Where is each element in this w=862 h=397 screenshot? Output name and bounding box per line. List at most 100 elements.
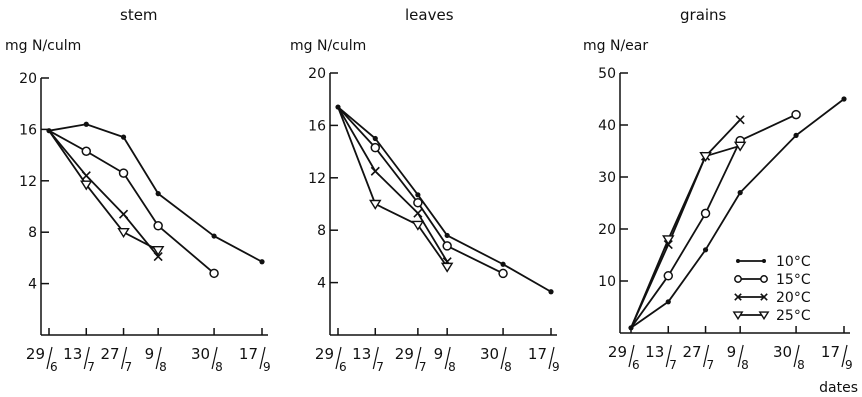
x-tick-slash [259,346,266,370]
x-tick-slash [841,344,848,368]
x-tick-slash [415,346,422,370]
x-tick-month: 8 [448,360,456,374]
data-point [413,197,423,208]
y-tick-label: 8 [28,225,37,241]
y-tick-label: 16 [308,118,326,134]
x-tick-label: 17 9 [239,345,271,374]
data-point [153,221,163,231]
x-tick-month: 8 [504,360,512,374]
x-tick-slash [500,346,507,370]
data-point [700,208,711,219]
x-tick-month: 9 [845,358,853,372]
x-tick-slash [155,346,162,370]
x-tick-slash [211,346,218,370]
data-point [734,293,742,301]
data-point [737,190,743,196]
x-tick-day: 13 [645,343,664,361]
y-tick-label: 4 [28,277,37,293]
y-tick-label: 20 [308,66,326,82]
x-tick-month: 8 [741,358,749,372]
data-point [81,171,91,181]
series-line [630,119,741,329]
series-0 [335,104,554,295]
data-point [733,141,747,152]
x-tick-day: 13 [352,345,371,363]
y-tick-label: 12 [308,171,326,187]
x-tick-day: 9 [434,345,444,363]
data-point [662,235,675,246]
cross-stroke [118,209,129,219]
data-point [80,180,93,191]
data-point [498,268,508,279]
series-3 [630,141,747,329]
legend: 10°C 15°C 20°C 25°C [732,254,811,324]
panel-title: leaves [405,6,454,24]
data-point [736,259,740,263]
y-tick-label: 50 [598,66,616,82]
y-tick-label: 40 [598,118,616,134]
x-tick-label: 98 [727,343,749,372]
x-tick-month: 7 [707,358,715,372]
x-tick-slash [737,344,744,368]
x-tick-month: 9 [263,360,271,374]
x-axis-label: dates [819,380,858,396]
series-3 [337,106,454,273]
series-line [48,123,263,263]
data-point [734,275,742,283]
series-0 [628,96,847,331]
x-tick-month: 6 [339,360,347,374]
x-tick-month: 7 [669,358,677,372]
series-line [337,106,504,275]
x-tick-label: 29 7 [395,345,427,374]
x-tick-day: 27 [100,345,119,363]
series-1 [337,106,508,279]
data-point [444,232,450,239]
data-point [120,134,127,140]
x-tick-day: 29 [26,345,45,363]
data-point [83,121,89,127]
data-point [153,252,163,262]
x-tick-month: 8 [797,358,805,372]
x-tick-month: 7 [125,360,133,374]
x-tick-month: 8 [215,360,223,374]
legend-item: 15°C [734,272,811,288]
series-line [630,144,741,329]
data-point [370,142,381,153]
data-point [369,199,382,210]
x-tick-day: 29 [395,345,414,363]
series-0 [46,121,265,265]
data-point [791,109,801,120]
y-tick-label: 20 [598,222,616,238]
series-line [48,130,159,251]
x-tick-day: 17 [821,343,840,361]
cross-stroke [760,293,768,301]
data-point [155,191,161,197]
x-tick-slash [372,346,379,370]
data-point [411,220,425,231]
cross-stroke [370,166,380,176]
cross-stroke [734,293,742,301]
legend-label: 15°C [776,272,811,288]
data-point [413,208,423,218]
data-point [370,166,380,176]
x-tick-day: 29 [315,345,334,363]
x-tick-label: 27 7 [682,343,714,372]
x-tick-slash [548,346,555,370]
x-tick-slash [120,346,128,370]
data-point [841,96,847,102]
data-point [211,233,217,239]
x-tick-month: 9 [552,360,560,374]
data-point [259,259,265,265]
y-tick-label: 10 [598,274,616,290]
x-tick-day: 9 [145,345,155,363]
x-tick-label: 29 6 [26,345,58,374]
data-point [372,135,378,142]
legend-item: 10°C [736,254,811,270]
y-tick-label: 16 [19,122,37,138]
x-tick-label: 98 [434,345,456,374]
x-tick-slash [46,346,53,370]
x-tick-label: 17 9 [821,343,853,372]
x-tick-month: 7 [87,360,95,374]
cross-stroke [153,252,163,262]
data-point [760,275,768,283]
